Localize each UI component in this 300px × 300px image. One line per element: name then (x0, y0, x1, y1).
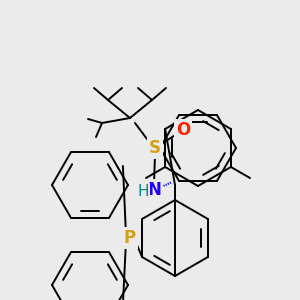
Text: S: S (149, 139, 161, 157)
Text: O: O (176, 121, 190, 139)
Text: P: P (124, 229, 136, 247)
Text: N: N (147, 181, 161, 199)
Text: H: H (137, 184, 149, 200)
